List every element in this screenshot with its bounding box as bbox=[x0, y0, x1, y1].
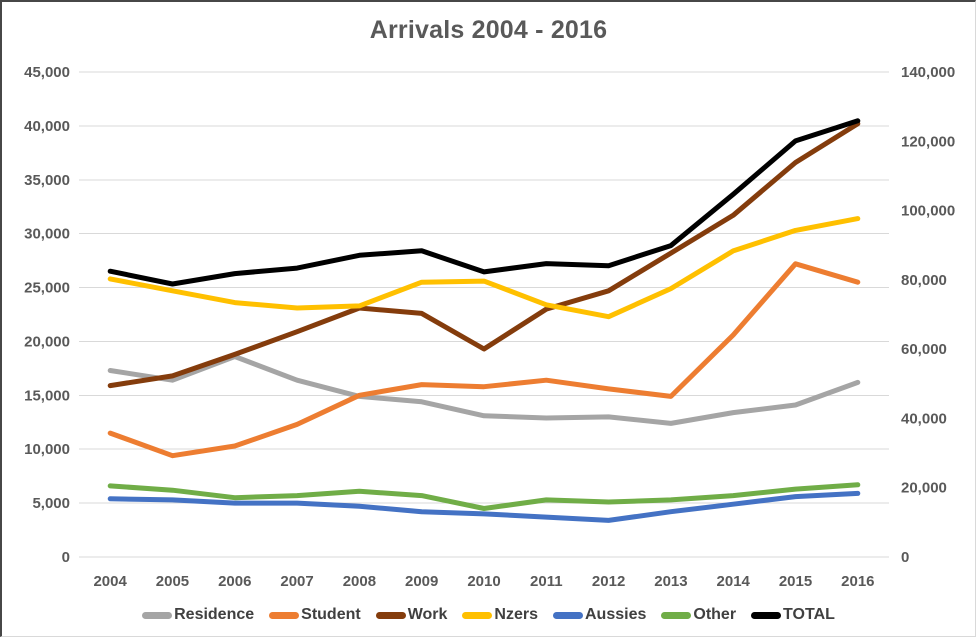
series-line-nzers bbox=[107, 216, 861, 320]
left-axis-tick-label: 25,000 bbox=[24, 280, 70, 297]
legend-marker-nzers bbox=[462, 611, 493, 619]
x-axis-label-2005: 2005 bbox=[156, 573, 189, 590]
left-axis-tick-label: 35,000 bbox=[24, 172, 70, 189]
x-axis-label-2006: 2006 bbox=[218, 573, 251, 590]
x-axis-label-2007: 2007 bbox=[280, 573, 313, 590]
chart-title: Arrivals 2004 - 2016 bbox=[369, 16, 608, 44]
legend-item-total: TOTAL bbox=[751, 606, 835, 624]
right-axis-tick-label: 140,000 bbox=[901, 64, 955, 81]
legend-marker-total bbox=[751, 611, 782, 619]
legend-item-student: Student bbox=[269, 606, 361, 624]
legend-label: Work bbox=[407, 606, 448, 623]
left-axis-tick-label: 45,000 bbox=[24, 64, 70, 81]
left-axis-tick-label: 15,000 bbox=[24, 387, 70, 404]
legend-marker-other bbox=[661, 611, 692, 619]
left-axis-tick-label: 10,000 bbox=[24, 441, 70, 458]
legend-label: Aussies bbox=[585, 606, 647, 623]
legend-label: Other bbox=[693, 606, 737, 623]
right-axis-tick-label: 60,000 bbox=[901, 341, 947, 358]
legend-label: Nzers bbox=[494, 606, 538, 623]
legend-item-nzers: Nzers bbox=[462, 606, 538, 624]
left-axis-tick-label: 30,000 bbox=[24, 226, 70, 243]
chart-legend: Residence Student Work Nzers Aussies Other TOT… bbox=[2, 600, 975, 630]
legend-item-work: Work bbox=[375, 606, 448, 624]
x-axis-label-2014: 2014 bbox=[717, 573, 751, 590]
series-line-student bbox=[107, 261, 861, 459]
legend-item-aussies: Aussies bbox=[553, 606, 646, 624]
series-line-total bbox=[107, 118, 861, 287]
left-axis-tick-label: 40,000 bbox=[24, 118, 70, 135]
right-axis-tick-label: 0 bbox=[901, 549, 909, 566]
series-line-residence bbox=[107, 354, 861, 426]
x-axis-label-2015: 2015 bbox=[779, 573, 812, 590]
legend-label: TOTAL bbox=[783, 606, 835, 623]
right-axis-tick-label: 20,000 bbox=[901, 480, 947, 497]
left-axis-tick-label: 5,000 bbox=[32, 495, 70, 512]
legend-marker-aussies bbox=[553, 611, 583, 619]
x-axis-label-2013: 2013 bbox=[654, 573, 687, 590]
left-axis-tick-label: 20,000 bbox=[24, 333, 70, 350]
legend-item-other: Other bbox=[661, 606, 736, 624]
series-line-other bbox=[107, 482, 861, 511]
x-axis-label-2004: 2004 bbox=[93, 573, 127, 590]
legend-label: Student bbox=[301, 606, 361, 623]
x-axis-label-2012: 2012 bbox=[592, 573, 625, 590]
legend-marker-work bbox=[375, 611, 406, 619]
x-axis-label-2009: 2009 bbox=[405, 573, 438, 590]
right-axis-tick-label: 40,000 bbox=[901, 410, 947, 427]
legend-label: Residence bbox=[174, 606, 255, 623]
right-axis-tick-label: 80,000 bbox=[901, 272, 947, 289]
x-axis-label-2008: 2008 bbox=[343, 573, 376, 590]
legend-marker-residence bbox=[142, 611, 173, 619]
legend-marker-student bbox=[269, 611, 300, 619]
series-line-work bbox=[107, 121, 861, 389]
right-axis-tick-label: 100,000 bbox=[901, 203, 955, 220]
right-axis-tick-label: 120,000 bbox=[901, 133, 955, 150]
x-axis-label-2011: 2011 bbox=[530, 573, 563, 590]
x-axis-label-2010: 2010 bbox=[467, 573, 500, 590]
left-axis-tick-label: 0 bbox=[62, 549, 70, 566]
x-axis-label-2016: 2016 bbox=[841, 573, 874, 590]
series-line-aussies bbox=[107, 490, 861, 523]
legend-item-residence: Residence bbox=[142, 606, 254, 624]
